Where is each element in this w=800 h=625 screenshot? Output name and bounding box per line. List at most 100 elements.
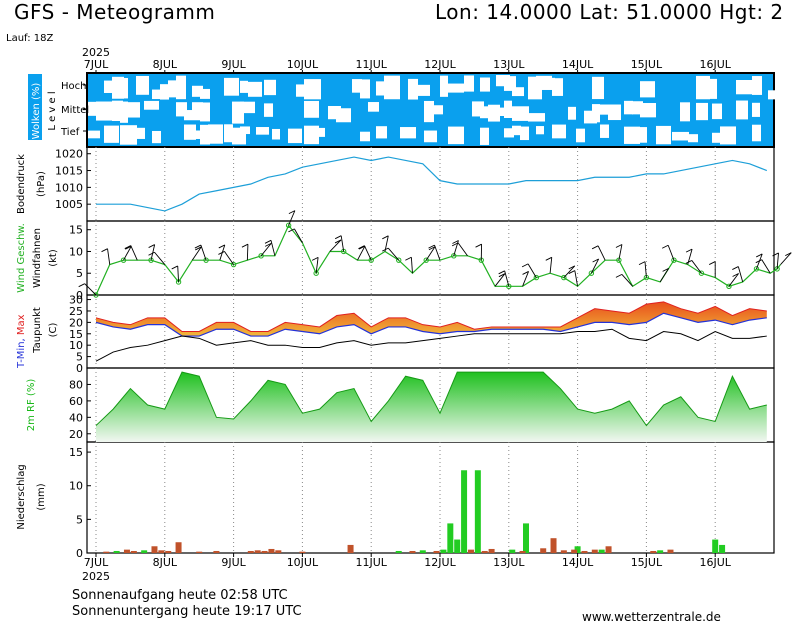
cloud-gap — [592, 104, 600, 123]
humidity-tick-label: 60 — [69, 395, 83, 408]
bottom-day-label: 12JUL — [424, 556, 456, 569]
precip-bar-largescale — [347, 544, 354, 553]
cloud-gap — [360, 131, 370, 142]
cloud-gap — [168, 80, 178, 98]
cloud-gap — [120, 101, 128, 123]
precip-bar-largescale — [275, 550, 282, 553]
wind-barb — [737, 266, 744, 283]
precip-bar-largescale — [467, 549, 474, 553]
panel-frame-prec — [86, 441, 775, 554]
top-day-label: 12JUL — [424, 58, 456, 71]
panel-frame-wind — [86, 220, 775, 296]
cloud-gap — [496, 107, 508, 117]
wind-speed-marker — [230, 261, 237, 268]
wind-barb-flag — [452, 240, 459, 244]
cloud-gap — [240, 80, 248, 93]
wind-barb — [691, 260, 702, 274]
precip-unit-label: (mm) — [36, 483, 47, 510]
temp-range-area — [96, 301, 767, 337]
wind-barb-flag — [475, 243, 482, 248]
wind-barb — [563, 265, 576, 278]
precip-bar-largescale — [247, 550, 254, 553]
precip-tick-label: 0 — [76, 547, 83, 560]
precip-bar-largescale — [268, 548, 275, 553]
precip-tick-label: 5 — [76, 513, 83, 526]
wind-barb — [410, 257, 413, 274]
wind-barb-flag — [772, 252, 779, 257]
wind-barb — [644, 261, 647, 278]
cloud-gap — [96, 101, 113, 121]
cloud-gap — [640, 103, 656, 118]
precip-bar-largescale — [540, 548, 547, 553]
wind-barb — [667, 245, 675, 261]
wind-speed-marker — [451, 253, 457, 259]
wind-tick-label: 10 — [69, 245, 83, 258]
wind-barb-flag — [288, 228, 295, 233]
cloud-gap — [608, 104, 621, 121]
cloud-gap — [264, 103, 273, 117]
cloud-level-mittel: Mittel — [61, 105, 89, 116]
wind-barb-flag — [311, 256, 319, 261]
top-day-label: 9JUL — [221, 58, 246, 71]
cloud-level-hoch: Hoch — [61, 81, 86, 92]
cloud-gap — [224, 77, 239, 96]
wind-barb — [288, 210, 296, 226]
precip-bar-largescale — [560, 550, 567, 553]
precip-bar-largescale — [254, 550, 261, 553]
cloud-gap — [120, 77, 128, 99]
precip-bar-largescale — [151, 546, 158, 553]
wind-speed-marker — [506, 283, 512, 289]
pressure-tick-label: 1015 — [55, 165, 83, 178]
wind-speed-marker — [561, 274, 567, 281]
wind-barb-flag — [522, 271, 529, 275]
cloud-gap — [480, 77, 490, 92]
wind-barb-flag — [592, 258, 599, 263]
wind-barb — [84, 283, 97, 296]
top-day-label: 14JUL — [562, 58, 594, 71]
cloud-level-tief: Tief — [60, 127, 80, 138]
cloud-level-axis-label: L e v e l — [47, 91, 58, 130]
cloud-gap — [240, 126, 250, 135]
cloud-gap — [128, 102, 140, 118]
cloud-gap — [192, 102, 203, 119]
wind-tick-label: 5 — [76, 267, 83, 280]
precip-bar-convective — [719, 544, 726, 553]
wind-barb-flag — [428, 244, 435, 249]
wind-barb-flag — [521, 263, 529, 268]
wind-tick-label: 15 — [69, 224, 83, 237]
wind-barb-flag — [615, 244, 623, 248]
cloud-label-bg — [28, 74, 42, 140]
cloud-gap — [200, 124, 210, 145]
wind-barb — [177, 265, 180, 282]
panel-frame-pres — [86, 146, 775, 222]
cloud-gap — [448, 126, 464, 145]
precip-bar-largescale — [550, 538, 557, 553]
wind-barb — [504, 270, 510, 287]
source-link[interactable]: www.wetterzentrale.de — [582, 610, 721, 624]
cloud-gap — [400, 127, 416, 139]
cloud-gap — [552, 124, 566, 139]
cloud-gap — [144, 100, 159, 110]
precip-bar-convective — [440, 549, 447, 553]
temp-tick-label: 25 — [69, 305, 83, 318]
wind-barb — [150, 244, 156, 261]
precip-bar-convective — [574, 546, 581, 553]
cloud-gap — [304, 79, 321, 100]
precip-bar-convective — [141, 550, 148, 553]
wind-barb-flag — [148, 251, 155, 256]
cloud-gap — [464, 75, 474, 92]
precip-bar-largescale — [213, 550, 220, 553]
wind-barb-flag — [568, 265, 575, 270]
cloud-gap — [440, 75, 448, 97]
wind-barb-flag — [264, 239, 272, 244]
wind-barb — [549, 257, 553, 274]
precip-bar-largescale — [667, 549, 674, 553]
precip-bar-largescale — [605, 546, 612, 553]
top-day-label: 7JUL — [84, 58, 109, 71]
cloud-gap — [680, 102, 690, 122]
wind-barb-flag — [428, 246, 436, 251]
meteogram-chart: 7JUL 7JUL 8JUL 8JUL 9JUL 9JUL 10JUL 10JUL 11JUL 1… — [16, 46, 792, 583]
precip-bar-largescale — [650, 550, 657, 553]
wind-barb-flag — [756, 253, 763, 258]
precip-bar-largescale — [519, 550, 526, 553]
